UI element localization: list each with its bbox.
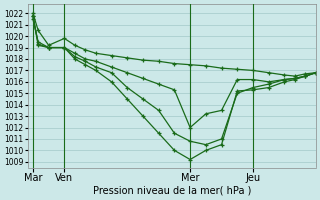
X-axis label: Pression niveau de la mer( hPa ): Pression niveau de la mer( hPa ) [92,186,251,196]
